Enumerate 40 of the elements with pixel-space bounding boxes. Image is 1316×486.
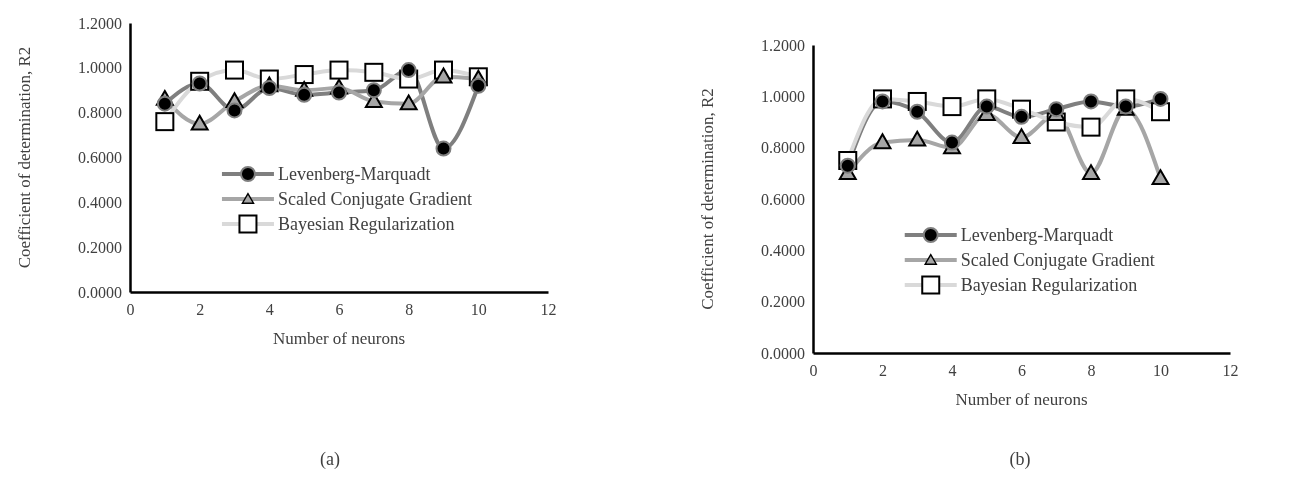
x-axis-title: Number of neurons: [955, 390, 1088, 409]
x-tick-label: 4: [948, 362, 957, 380]
y-tick-label: 0.6000: [78, 149, 122, 167]
legend-label: Levenberg-Marquadt: [277, 164, 431, 184]
text: (a): [320, 449, 340, 470]
y-axis-title: Coefficient of determination, R2: [15, 46, 34, 269]
y-tick-label: 0.2000: [761, 293, 805, 311]
x-tick-label: 2: [879, 362, 887, 380]
x-tick-label: 2: [196, 301, 205, 319]
legend-label: Bayesian Regularization: [960, 275, 1138, 295]
x-tick-label: 6: [335, 301, 344, 319]
y-tick-label: 0.8000: [761, 139, 805, 157]
x-tick-label: 12: [540, 301, 557, 319]
x-tick-label: 12: [1222, 362, 1239, 380]
y-tick-label: 1.2000: [78, 14, 122, 32]
x-tick-label: 0: [809, 362, 818, 380]
y-tick-label: 0.2000: [78, 238, 122, 256]
text: (b): [1009, 449, 1031, 470]
x-tick-label: 6: [1018, 362, 1026, 380]
y-axis-title: Coefficient of determination, R2: [698, 88, 717, 310]
y-tick-label: 0.4000: [78, 193, 122, 211]
y-tick-label: 0.8000: [78, 104, 122, 122]
x-tick-label: 8: [1087, 362, 1096, 380]
y-tick-label: 1.0000: [78, 59, 122, 77]
y-tick-label: 1.2000: [761, 36, 805, 54]
y-tick-label: 1.0000: [761, 87, 805, 105]
legend-label: Scaled Conjugate Gradient: [960, 250, 1155, 270]
x-tick-label: 4: [265, 301, 274, 319]
y-tick-label: 0.4000: [761, 241, 805, 259]
x-tick-label: 0: [126, 301, 135, 319]
x-tick-label: 10: [470, 301, 487, 319]
x-axis-title: Number of neurons: [272, 329, 406, 348]
y-tick-label: 0.0000: [761, 344, 805, 362]
y-tick-label: 0.0000: [78, 283, 122, 301]
y-tick-label: 0.6000: [761, 190, 805, 208]
x-tick-label: 8: [405, 301, 414, 319]
legend-label: Levenberg-Marquadt: [960, 225, 1114, 245]
x-tick-label: 10: [1153, 362, 1169, 380]
legend-label: Bayesian Regularization: [277, 214, 455, 234]
legend-label: Scaled Conjugate Gradient: [277, 189, 472, 209]
